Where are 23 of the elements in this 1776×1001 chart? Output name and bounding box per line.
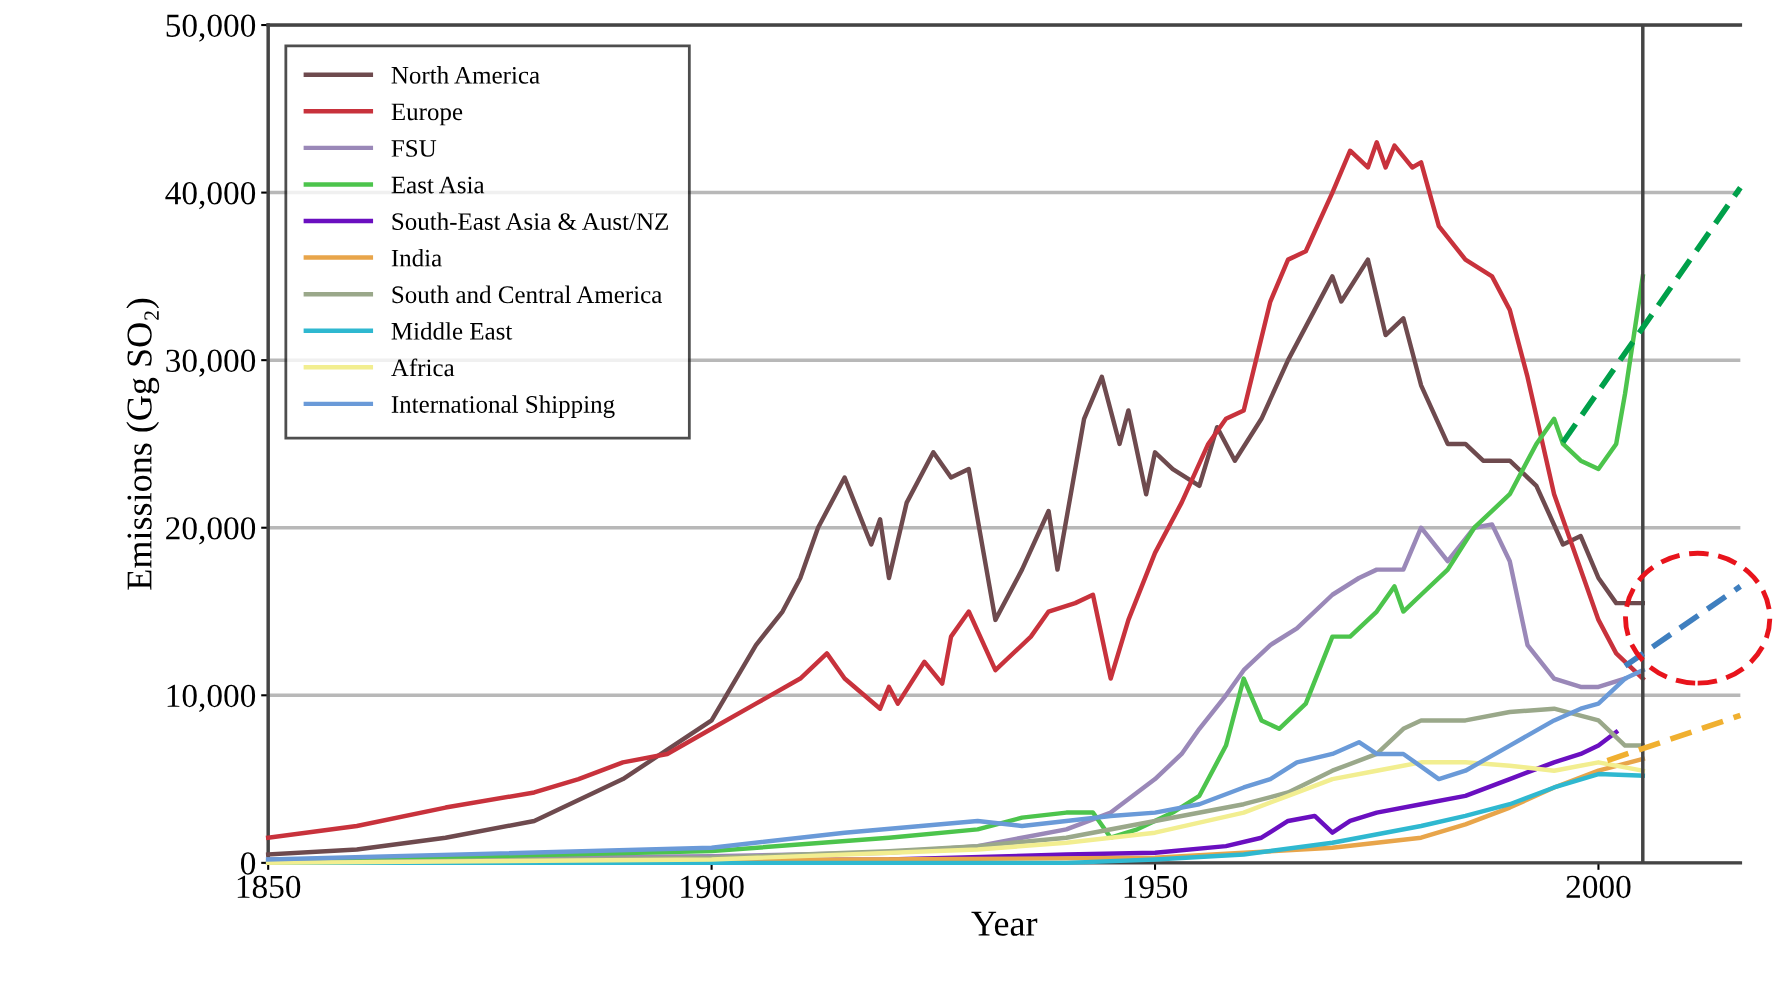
legend-label: Middle East [391, 322, 513, 340]
legend-label: South and Central America [392, 285, 662, 304]
y-tick-label: 0 [240, 852, 256, 875]
legend-label: East Asia [391, 176, 485, 194]
legend-label: International Shipping [391, 395, 615, 419]
legend-label: India [391, 248, 442, 267]
x-axis-title: Year [971, 911, 1038, 936]
legend-label: Europe [391, 103, 463, 126]
y-axis-title: Emissions (Gg SO₂) [126, 298, 160, 590]
x-tick-label: 1900 [681, 875, 744, 899]
line-series [265, 140, 1646, 840]
y-tick-label: 50,000 [166, 14, 256, 42]
legend-label: North America [391, 66, 540, 84]
x-tick-label: 1950 [1124, 875, 1188, 899]
x-tick-label: 2000 [1566, 875, 1631, 899]
y-tick-label: 30,000 [166, 349, 256, 377]
legend-label: Africa [391, 358, 455, 377]
y-tick-label: 20,000 [166, 517, 256, 545]
legend-label: South-East Asia & Aust/NZ [392, 212, 668, 231]
x-tick-label: 1850 [237, 875, 301, 899]
y-tick-label: 10,000 [167, 684, 256, 712]
y-tick-label: 40,000 [165, 181, 256, 210]
legend-label: FSU [391, 140, 437, 157]
